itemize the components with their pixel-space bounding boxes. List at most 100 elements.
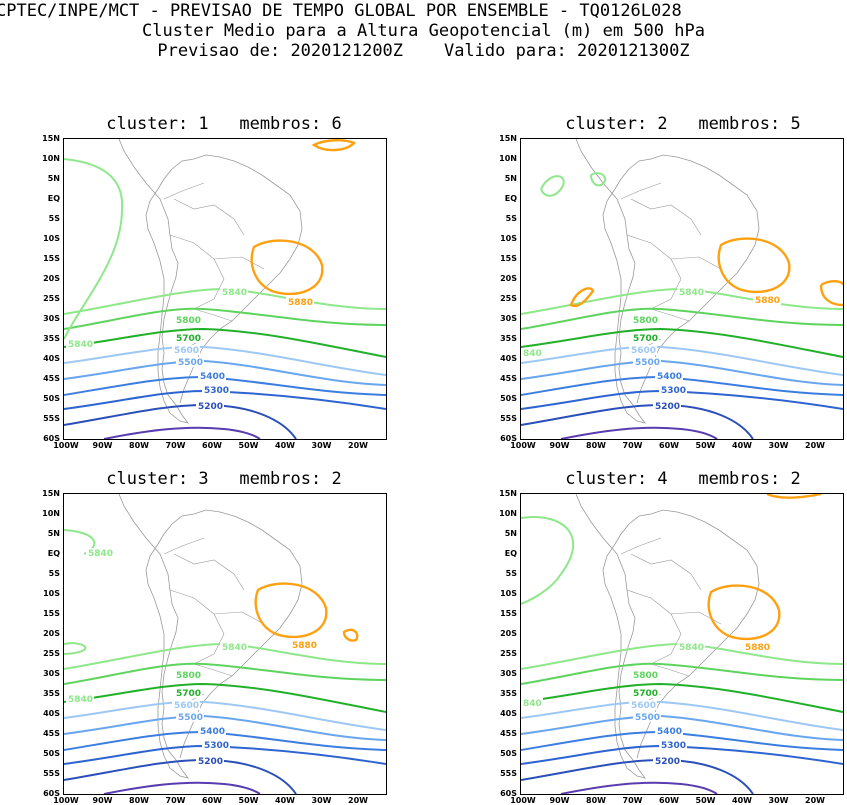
contour-5600 [64, 700, 386, 731]
country-borders [163, 537, 265, 705]
country-borders [620, 537, 722, 705]
contour-label-l5880: 5880 [288, 298, 313, 308]
lon-tick-label: 20W [805, 796, 825, 805]
contour-label-l5800: 5800 [176, 671, 201, 681]
contour-label-bg [202, 385, 230, 395]
lon-tick-label: 70W [165, 796, 186, 805]
lon-tick-label: 80W [129, 441, 149, 450]
lat-tick-label: 10S [500, 589, 517, 598]
lon-tick-label: 100W [510, 441, 536, 450]
lat-tick-label: EQ [504, 194, 517, 203]
lon-tick-label: 50W [238, 441, 259, 450]
contour-5700 [64, 682, 386, 713]
contour-label-bg [220, 642, 248, 652]
lat-tick-label: 40S [500, 354, 517, 363]
contour-label-l5880: 5880 [755, 296, 780, 306]
lon-tick-label: 40W [275, 796, 295, 805]
lat-tick-label: 45S [43, 374, 60, 383]
contour-5800 [521, 662, 843, 685]
contour-5840-west [521, 516, 575, 605]
contour-label-l5840b: 5840 [679, 643, 704, 653]
map-panel-2: 5880 5800 5700 5600 5500 5400 5300 5200 5840 840 [520, 138, 844, 440]
contour-label-bg [174, 315, 202, 325]
contour-label-bg [198, 726, 226, 736]
lat-tick-label: 40S [43, 709, 60, 718]
lat-tick-label: 5N [504, 529, 517, 538]
contour-5880-extra [569, 280, 843, 308]
title-line-1: CPTEC/INPE/MCT - PREVISAO DE TEMPO GLOBA… [0, 1, 682, 21]
lon-tick-label: 20W [348, 441, 368, 450]
lat-tick-label: 60S [500, 434, 517, 443]
contour-label-l5400: 5400 [657, 372, 682, 382]
contour-label-bg [659, 740, 687, 750]
lat-tick-label: 45S [500, 374, 517, 383]
contour-label-l5840a: 5840 [88, 549, 113, 559]
lon-tick-label: 40W [275, 441, 295, 450]
contour-label-l5300: 5300 [661, 741, 686, 751]
lat-tick-label: 20S [500, 274, 517, 283]
contour-label-bg [655, 726, 683, 736]
contour-label-l5840b: 5840 [222, 288, 247, 298]
contour-label-l5700: 5700 [176, 334, 201, 344]
lon-tick-label: 70W [165, 441, 186, 450]
contour-label-bg [631, 670, 659, 680]
lat-tick-label: 5S [505, 214, 517, 223]
map-canvas: 5880 5800 5700 5600 5500 5400 5300 5200 5840 5840 [64, 139, 386, 439]
lon-tick-label: 100W [53, 796, 79, 805]
lat-tick-label: 20S [500, 629, 517, 638]
lon-tick-label: 50W [695, 441, 716, 450]
coastline [575, 139, 760, 424]
map-panel-4: 5880 5800 5700 5600 5500 5400 5300 5200 5840 840 [520, 493, 844, 795]
contour-label-l5400: 5400 [200, 727, 225, 737]
map-canvas: 5880 5800 5700 5600 5500 5400 5300 5200 5840 5840… [64, 494, 386, 794]
lon-tick-label: 20W [805, 441, 825, 450]
lat-tick-label: 15N [42, 489, 60, 498]
lat-tick-label: 45S [43, 729, 60, 738]
lon-tick-label: 20W [348, 796, 368, 805]
lat-tick-label: 60S [43, 434, 60, 443]
contour-5880-high [254, 582, 328, 639]
contour-label-bg [196, 401, 224, 411]
lat-tick-label: 55S [500, 414, 517, 423]
lat-tick-label: 5S [48, 214, 60, 223]
lat-tick-label: 35S [43, 334, 60, 343]
lon-tick-label: 70W [622, 441, 643, 450]
contour-label-l5500: 5500 [178, 713, 203, 723]
contour-label-l5840a: 840 [523, 349, 542, 359]
lat-tick-label: 35S [500, 689, 517, 698]
lon-tick-label: 90W [92, 441, 113, 450]
contour-label-bg [521, 698, 543, 708]
contour-5500 [64, 714, 386, 741]
contour-label-l5300: 5300 [661, 386, 686, 396]
contour-5800 [64, 307, 386, 330]
country-borders [620, 182, 722, 350]
lon-tick-label: 60W [659, 441, 679, 450]
contour-label-l5300: 5300 [204, 741, 229, 751]
lon-tick-label: 30W [311, 796, 332, 805]
lat-tick-label: 15N [499, 489, 517, 498]
contour-5200 [521, 403, 754, 439]
contour-label-l5800: 5800 [176, 316, 201, 326]
lon-tick-label: 50W [238, 796, 259, 805]
contour-label-bg [172, 345, 200, 355]
lon-tick-label: 80W [586, 796, 606, 805]
contour-label-l5840a: 5840 [68, 340, 93, 350]
lat-tick-label: 30S [43, 669, 60, 678]
contour-label-bg [631, 315, 659, 325]
contour-5100 [560, 426, 718, 439]
lat-tick-label: 50S [500, 749, 517, 758]
contour-label-bg [655, 371, 683, 381]
contour-5880-high [717, 237, 791, 294]
contour-label-bg [633, 357, 661, 367]
contour-label-bg [631, 688, 659, 698]
contour-label-bg [653, 401, 681, 411]
lat-tick-label: 35S [43, 689, 60, 698]
contour-label-l5500: 5500 [635, 713, 660, 723]
lat-tick-label: 25S [500, 294, 517, 303]
lat-tick-label: 55S [43, 414, 60, 423]
contour-label-bg [521, 348, 543, 358]
contour-5700 [521, 682, 843, 713]
lon-tick-label: 30W [768, 441, 789, 450]
contour-label-bg [629, 345, 657, 355]
contour-5600 [64, 345, 386, 376]
